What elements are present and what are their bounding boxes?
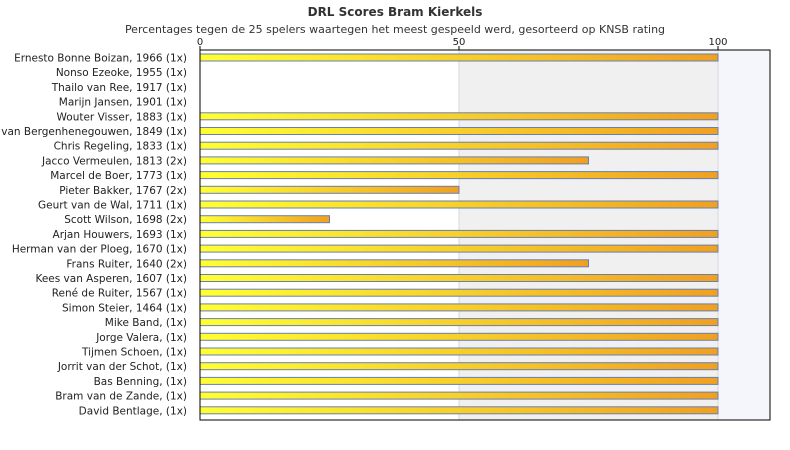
category-label: Herman van der Ploeg, 1670 (1x) [12,244,187,256]
category-label: Pieter Bakker, 1767 (2x) [59,185,187,197]
chart-title: DRL Scores Bram Kierkels [308,5,483,19]
bar [199,376,719,385]
category-label: Marijn Jansen, 1901 (1x) [59,97,187,109]
bar [199,332,719,341]
plot-frame [199,49,771,421]
category-label: Wouter Visser, 1883 (1x) [57,111,188,123]
bar [199,362,719,371]
bar [199,244,719,253]
bar [199,185,460,194]
chart-subtitle: Percentages tegen de 25 spelers waartege… [125,23,665,36]
category-label: René de Ruiter, 1567 (1x) [52,288,187,300]
bar [199,156,589,165]
bar [199,391,719,400]
bar [199,288,719,297]
bar [199,303,719,312]
bar [199,200,719,209]
category-label: Jacco Vermeulen, 1813 (2x) [41,155,187,167]
bar [199,259,589,268]
category-label: David Bentlage, (1x) [79,405,187,417]
category-label: Simon Steier, 1464 (1x) [62,302,187,314]
plot-border [199,49,771,421]
bar [199,406,719,415]
category-label: Kees van Asperen, 1607 (1x) [35,273,187,285]
bar [199,112,719,121]
bar [199,229,719,238]
category-label: Thailo van Ree, 1917 (1x) [51,82,187,94]
bar [199,215,330,224]
category-label: Nonso Ezeoke, 1955 (1x) [56,67,187,79]
category-label: Jorge Valera, (1x) [95,332,187,344]
category-label: Frans Ruiter, 1640 (2x) [66,258,187,270]
category-label: Marcel de Boer, 1773 (1x) [50,170,187,182]
bar [199,127,719,135]
bar [199,141,719,150]
category-label: Bram van de Zande, (1x) [55,391,187,403]
bar [199,53,719,62]
category-label: Tijmen Schoen, (1x) [81,347,187,359]
category-label: Chris Regeling, 1833 (1x) [54,141,187,153]
category-labels: Ernesto Bonne Boizan, 1966 (1x) Nonso Eze… [0,53,187,418]
bar [199,274,719,282]
category-label: Jorrit van der Schot, (1x) [57,361,187,373]
category-label: Scott Wilson, 1698 (2x) [64,214,187,226]
x-axis: 0 50 100 [197,37,728,50]
category-label: Geurt van de Wal, 1711 (1x) [38,200,187,212]
category-label: Arjan Houwers, 1693 (1x) [53,229,187,241]
shaded-band-right [718,50,770,420]
category-label: Bas Benning, (1x) [94,376,187,388]
bar [199,347,719,356]
tick-label-50: 50 [453,37,466,48]
category-label: Mike Band, (1x) [105,317,187,329]
category-label: Ernesto Bonne Boizan, 1966 (1x) [14,53,187,65]
tick-label-0: 0 [197,37,203,48]
tick-label-100: 100 [708,37,727,48]
bar [199,318,719,327]
category-label: Max van Bergenhenegouwen, 1849 (1x) [0,126,187,138]
bar [199,171,719,180]
